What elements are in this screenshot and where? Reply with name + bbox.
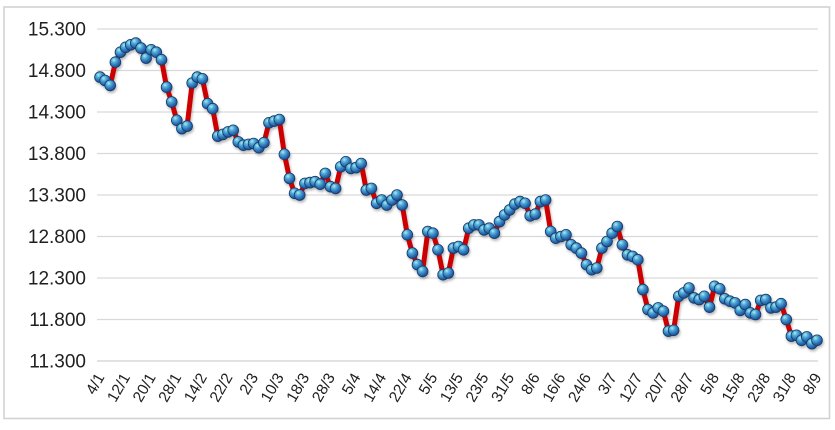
data-point-marker — [488, 227, 501, 240]
y-axis-tick-label: 12.800 — [28, 227, 86, 248]
data-point-marker — [293, 189, 306, 201]
gridlines — [97, 28, 818, 362]
y-axis-tick-label: 11.300 — [29, 352, 86, 373]
data-point-marker — [329, 182, 342, 195]
data-point-marker — [616, 239, 629, 251]
data-point-marker — [683, 282, 695, 294]
y-axis-tick-label: 13.300 — [28, 186, 86, 207]
data-point-marker — [601, 235, 613, 248]
data-point-marker — [396, 199, 409, 211]
data-point-marker — [135, 42, 147, 54]
data-point-marker — [811, 334, 823, 347]
data-point-marker — [140, 52, 152, 64]
data-point-marker — [560, 229, 572, 241]
data-point-marker — [739, 298, 752, 311]
chart-frame-border — [3, 6, 831, 420]
data-point-marker — [355, 157, 368, 170]
data-point-marker — [775, 297, 787, 310]
y-axis-tick-label: 13.800 — [28, 144, 86, 165]
data-point-marker — [611, 220, 624, 233]
data-point-marker — [401, 229, 414, 241]
y-axis-tick-label: 11.800 — [29, 310, 86, 331]
data-point-marker — [590, 262, 603, 274]
data-point-marker — [109, 56, 122, 68]
data-point-marker — [406, 247, 419, 259]
data-point-marker — [160, 81, 173, 93]
data-point-marker — [575, 247, 588, 259]
data-point-marker — [196, 73, 209, 85]
data-point-marker — [227, 124, 240, 137]
data-point-marker — [637, 283, 649, 296]
series-markers — [94, 37, 823, 350]
data-point-marker — [529, 208, 542, 220]
data-point-marker — [432, 244, 444, 256]
data-point-marker — [749, 308, 762, 321]
data-point-marker — [759, 293, 772, 306]
data-point-marker — [206, 102, 219, 115]
data-point-marker — [657, 305, 670, 318]
data-point-marker — [539, 194, 552, 206]
data-point-marker — [314, 178, 327, 191]
data-point-marker — [780, 313, 793, 326]
data-point-marker — [155, 53, 168, 66]
data-point-marker — [319, 167, 332, 180]
data-point-marker — [278, 148, 291, 161]
data-point-marker — [165, 96, 178, 108]
data-point-marker — [181, 120, 193, 132]
data-point-marker — [519, 197, 531, 210]
data-point-marker — [457, 244, 470, 256]
y-axis-labels: 15.300 14.800 14.300 13.800 13.300 12.800 12.3… — [28, 20, 86, 373]
data-point-marker — [416, 265, 429, 278]
data-series — [94, 37, 823, 350]
data-point-marker — [171, 114, 183, 127]
data-point-marker — [713, 282, 726, 295]
data-point-marker — [442, 267, 455, 279]
data-point-marker — [631, 253, 644, 266]
data-point-marker — [365, 182, 378, 195]
data-point-marker — [273, 113, 286, 126]
data-point-marker — [698, 290, 711, 303]
data-point-marker — [427, 227, 439, 240]
y-axis-tick-label: 12.300 — [28, 269, 86, 290]
data-point-marker — [104, 79, 116, 92]
data-point-marker — [283, 172, 296, 185]
data-point-marker — [391, 189, 403, 201]
data-point-marker — [258, 136, 270, 149]
data-point-marker — [667, 324, 680, 337]
y-axis-tick-label: 15.300 — [28, 20, 86, 41]
y-axis-tick-label: 14.300 — [28, 103, 86, 124]
data-point-marker — [703, 301, 716, 313]
y-axis-tick-label: 14.800 — [28, 61, 86, 82]
